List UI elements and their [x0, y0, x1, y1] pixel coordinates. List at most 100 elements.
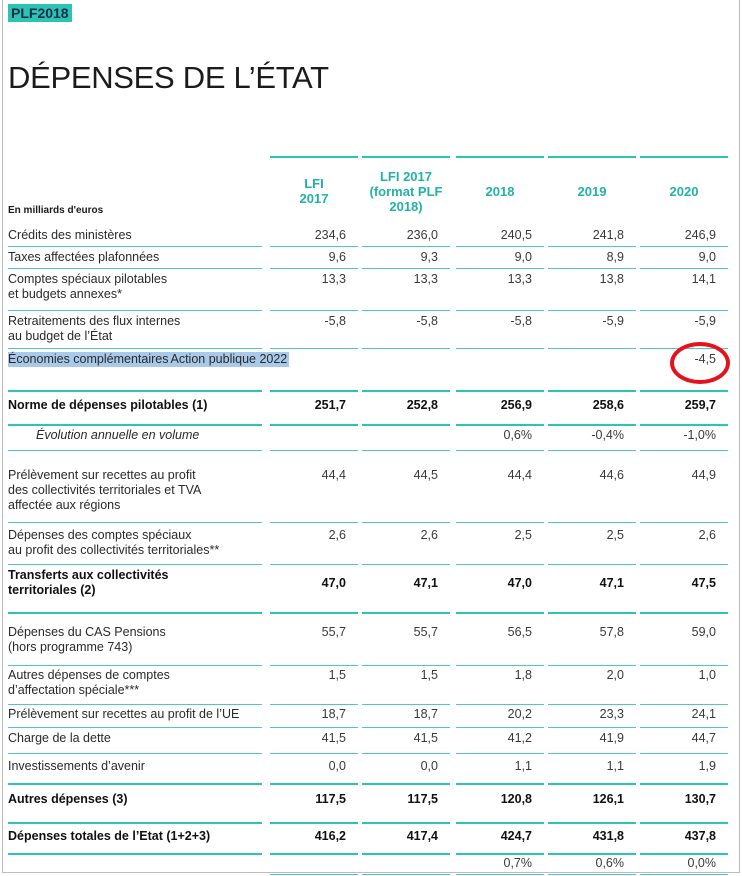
- row-separator: [640, 268, 728, 269]
- row-separator: [270, 783, 358, 785]
- row-separator: [362, 564, 450, 565]
- cell-value: 0,6%: [595, 856, 625, 870]
- cell-value: 47,0: [321, 576, 346, 590]
- cell-value: 47,5: [691, 576, 716, 590]
- row-label: Prélèvement sur recettes au profit de l’…: [8, 707, 239, 722]
- row-separator: [640, 424, 728, 426]
- row-label-line: Crédits des ministères: [8, 228, 132, 242]
- row-label: Transferts aux collectivités territoriale…: [8, 568, 169, 598]
- row-separator: [8, 665, 262, 666]
- row-separator: [456, 390, 544, 392]
- cell-value: 0,0: [420, 759, 438, 773]
- row-separator: [640, 704, 728, 705]
- cell-value: 47,0: [507, 576, 532, 590]
- cell-value: 20,2: [507, 707, 532, 721]
- row-separator: [548, 390, 636, 392]
- row-separator: [362, 348, 450, 349]
- cell-value: 41,5: [321, 731, 346, 745]
- row-label: Dépenses du CAS Pensions (hors programme …: [8, 625, 166, 655]
- row-separator: [548, 704, 636, 705]
- row-separator: [456, 564, 544, 565]
- cell-value: 47,1: [413, 576, 438, 590]
- cell-value: 57,8: [599, 625, 624, 639]
- row-separator: [362, 268, 450, 269]
- cell-value: 9,0: [698, 250, 716, 264]
- row-label: Norme de dépenses pilotables (1): [8, 398, 207, 413]
- row-label-line: territoriales (2): [8, 583, 96, 597]
- cell-value: 8,9: [606, 250, 624, 264]
- row-separator: [640, 310, 728, 311]
- row-separator: [548, 348, 636, 349]
- row-separator: [640, 665, 728, 666]
- row-separator: [8, 853, 262, 855]
- cell-value: 55,7: [321, 625, 346, 639]
- row-separator: [548, 783, 636, 785]
- row-separator: [640, 874, 728, 875]
- cell-value: 47,1: [599, 576, 624, 590]
- row-separator: [548, 246, 636, 247]
- row-separator: [548, 727, 636, 728]
- cell-value: 117,5: [315, 792, 346, 806]
- row-separator: [362, 665, 450, 666]
- cell-value: 9,3: [420, 250, 438, 264]
- row-label-line: d’affectation spéciale***: [8, 683, 140, 697]
- row-separator: [548, 522, 636, 523]
- column-header-line: 2018: [485, 183, 515, 199]
- column-header-line: 2017: [299, 191, 329, 206]
- cell-value: 1,8: [514, 668, 532, 682]
- cell-value: -0,4%: [591, 428, 624, 442]
- cell-value: 41,5: [413, 731, 438, 745]
- row-separator: [456, 522, 544, 523]
- cell-value: 120,8: [500, 792, 532, 806]
- row-label: Prélèvement sur recettes au profit des co…: [8, 468, 201, 513]
- column-header-line: LFI 2017: [379, 168, 432, 184]
- row-separator: [456, 704, 544, 705]
- row-separator: [456, 246, 544, 247]
- cell-value: 256,9: [500, 398, 532, 412]
- row-label-line: Évolution annuelle en volume: [36, 428, 200, 442]
- cell-value: 44,5: [413, 468, 438, 482]
- cell-value: 1,0: [698, 668, 716, 682]
- cell-value: 130,7: [684, 792, 716, 806]
- row-label-line: Dépenses du CAS Pensions: [8, 625, 166, 639]
- row-separator: [456, 310, 544, 311]
- row-separator: [362, 783, 450, 785]
- row-separator: [8, 753, 262, 754]
- cell-value: 0,7%: [503, 856, 533, 870]
- cell-value: 1,9: [698, 759, 716, 773]
- plf-tag: PLF2018: [8, 4, 72, 22]
- cell-value: 126,1: [592, 792, 624, 806]
- row-separator: [640, 246, 728, 247]
- row-separator: [270, 874, 358, 875]
- cell-value: 59,0: [691, 625, 716, 639]
- row-separator: [640, 612, 728, 614]
- row-separator: [8, 246, 262, 247]
- cell-value: 13,3: [321, 272, 346, 286]
- row-separator: [640, 727, 728, 728]
- column-header-1: LFI 2017 (format PLF 2018): [362, 156, 450, 224]
- column-header-line: LFI: [304, 176, 324, 191]
- cell-value: 1,1: [514, 759, 532, 773]
- cell-value: 252,8: [406, 398, 438, 412]
- row-separator: [640, 390, 728, 392]
- cell-value: 13,8: [599, 272, 624, 286]
- row-label-line: au budget de l’État: [8, 329, 113, 343]
- row-separator: [8, 704, 262, 705]
- row-label-line: Transferts aux collectivités: [8, 568, 169, 582]
- row-separator: [362, 753, 450, 754]
- row-separator: [270, 704, 358, 705]
- row-label: Autres dépenses (3): [8, 792, 127, 807]
- row-label-line: Dépenses totales de l’Etat (1+2+3): [8, 829, 211, 843]
- row-separator: [362, 822, 450, 824]
- row-separator: [640, 753, 728, 754]
- cell-value: 259,7: [684, 398, 716, 412]
- page-title: DÉPENSES DE L’ÉTAT: [8, 60, 329, 95]
- row-label-line: Retraitements des flux internes: [8, 314, 181, 328]
- row-separator: [8, 348, 262, 349]
- row-separator: [362, 246, 450, 247]
- row-separator: [456, 853, 544, 855]
- row-label-line: Investissements d’avenir: [8, 759, 145, 773]
- row-separator: [548, 665, 636, 666]
- row-separator: [270, 665, 358, 666]
